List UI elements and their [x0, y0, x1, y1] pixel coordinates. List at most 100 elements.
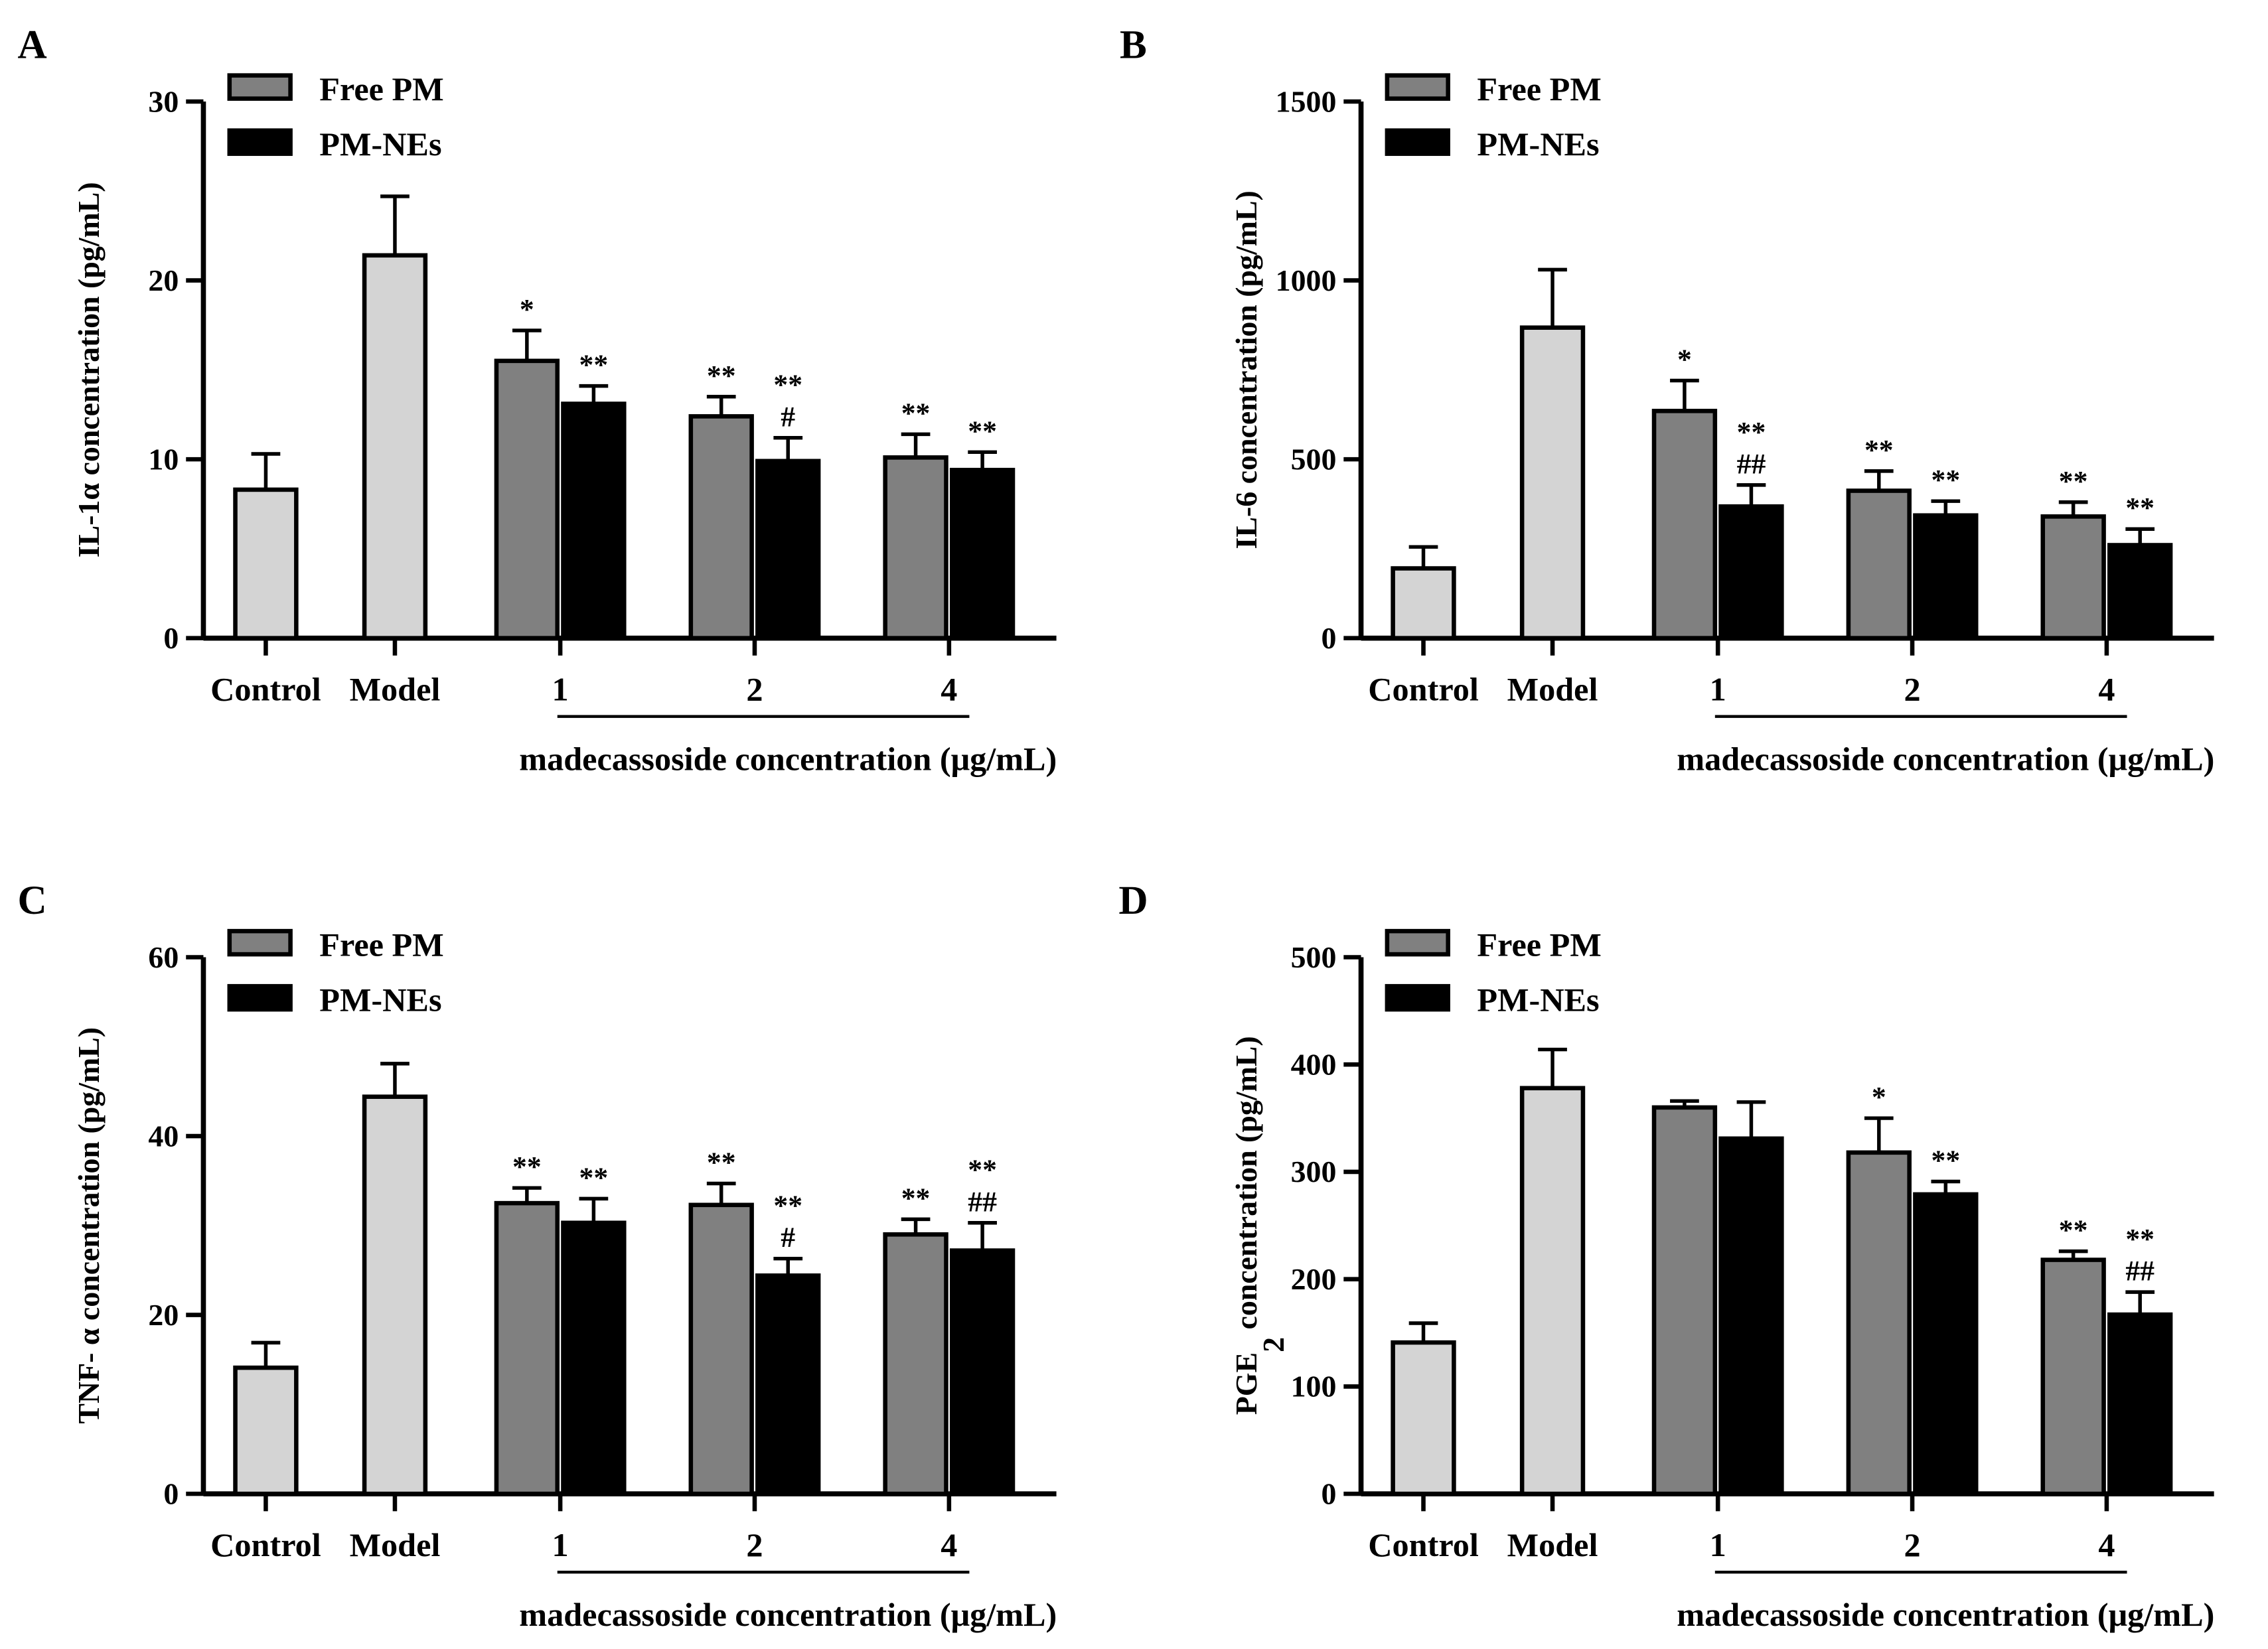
y-tick-label: 40	[148, 1119, 179, 1153]
pm-nes-4-significance: **	[968, 415, 997, 447]
bar-free-pm-1	[1651, 1105, 1718, 1496]
pm-nes-2-significance: #	[781, 401, 795, 433]
legend-label-pm-nes: PM-NEs	[319, 981, 441, 1018]
free-pm-4-significance: **	[2059, 465, 2088, 497]
bar-free-pm-1	[494, 1200, 560, 1496]
free-pm-2-significance: *	[1872, 1082, 1886, 1113]
panel-letter: B	[1120, 22, 1147, 67]
pm-nes-2-significance: #	[781, 1222, 795, 1254]
y-axis-label: IL-1α concentration (pg/mL)	[72, 182, 106, 557]
y-tick-label: 10	[148, 442, 179, 476]
bar-control	[1391, 1340, 1456, 1496]
x-tick-label: Control	[1368, 671, 1479, 708]
y-tick-label: 1000	[1276, 263, 1337, 297]
legend-swatch-pm-nes	[227, 128, 293, 156]
bar-pm-nes-4	[949, 467, 1016, 640]
x-tick-label: 2	[746, 671, 763, 708]
bar-pm-nes-4	[2107, 1312, 2173, 1496]
panel-letter: C	[17, 878, 46, 923]
bar-free-pm-4	[883, 1232, 948, 1496]
free-pm-2-significance: **	[707, 360, 736, 392]
bar-pm-nes-2	[1913, 513, 1979, 640]
x-tick-label: 4	[2098, 1526, 2115, 1563]
pm-nes-2-significance: **	[1931, 465, 1960, 496]
y-tick-label: 0	[163, 621, 179, 655]
panel-b: B 0 500 1000 1500 IL-6 concentration (pg/mL) F…	[1120, 22, 2214, 777]
bar-model	[1519, 1086, 1586, 1496]
legend-swatch-free-pm	[227, 73, 293, 101]
panel-c: C 0 20 40 60 TNF- α concentration (pg/mL) Free…	[17, 878, 1057, 1633]
x-tick-label: 1	[552, 671, 569, 708]
x-axis-label: madecassoside concentration (μg/mL)	[519, 1596, 1057, 1633]
legend-swatch-pm-nes	[1385, 983, 1450, 1012]
legend-swatch-free-pm	[227, 928, 293, 957]
free-pm-1-significance: *	[1677, 344, 1692, 376]
x-tick-label: 2	[746, 1526, 763, 1563]
bar-pm-nes-4	[949, 1248, 1016, 1496]
x-axis-label: madecassoside concentration (μg/mL)	[519, 741, 1057, 778]
legend-label-free-pm: Free PM	[1477, 926, 1601, 963]
x-axis-label: madecassoside concentration (μg/mL)	[1677, 1596, 2214, 1633]
bar-free-pm-2	[1846, 1150, 1912, 1496]
y-tick-label: 20	[148, 1298, 179, 1332]
bar-free-pm-4	[2040, 514, 2106, 640]
y-tick-label: 500	[1291, 940, 1337, 974]
free-pm-2-significance: **	[707, 1147, 736, 1179]
y-axis-label: IL-6 concentration (pg/mL)	[1229, 190, 1263, 549]
x-tick-label: 1	[552, 1526, 569, 1563]
y-axis-label: PGE2 concentration (pg/mL)	[1229, 1036, 1290, 1415]
x-tick-label: 4	[941, 1526, 957, 1563]
legend-swatch-pm-nes	[227, 983, 293, 1012]
legend-swatch-free-pm	[1385, 73, 1450, 101]
x-tick-label: Control	[1368, 1526, 1479, 1563]
bar-free-pm-2	[688, 1202, 754, 1496]
x-tick-label: Control	[210, 671, 321, 708]
panel-letter: A	[17, 22, 46, 67]
bar-model	[362, 1094, 428, 1496]
bar-pm-nes-1	[1718, 504, 1784, 640]
pm-nes-1-significance: **	[1737, 416, 1766, 448]
bar-pm-nes-2	[755, 459, 821, 640]
legend-label-free-pm: Free PM	[319, 926, 443, 963]
x-tick-label: 4	[2098, 671, 2115, 708]
legend-swatch-pm-nes	[1385, 128, 1450, 156]
pm-nes-4-significance: **	[968, 1154, 997, 1186]
legend-label-free-pm: Free PM	[1477, 70, 1601, 108]
y-tick-label: 60	[148, 940, 179, 974]
bar-model	[362, 253, 428, 640]
y-tick-label: 500	[1291, 442, 1337, 476]
panel-d: D 0 100 200 300 400 500 PGE2 concentration (pg/…	[1118, 878, 2214, 1633]
panel-a: A 0 10 20 30 IL-1α concentration (pg/mL) Free …	[17, 22, 1057, 777]
bar-control	[1391, 566, 1456, 640]
bar-free-pm-1	[1651, 409, 1718, 640]
y-tick-label: 300	[1291, 1155, 1337, 1188]
pm-nes-4-significance: ##	[968, 1186, 997, 1218]
bar-control	[233, 1365, 299, 1496]
bar-control	[233, 487, 299, 640]
x-axis-label: madecassoside concentration (μg/mL)	[1677, 741, 2214, 778]
x-tick-label: Control	[210, 1526, 321, 1563]
x-tick-label: 2	[1904, 1526, 1920, 1563]
free-pm-4-significance: **	[901, 397, 931, 429]
bar-free-pm-4	[883, 455, 948, 640]
bar-pm-nes-4	[2107, 543, 2173, 640]
y-tick-label: 200	[1291, 1262, 1337, 1296]
bar-free-pm-4	[2040, 1257, 2106, 1496]
bar-free-pm-1	[494, 358, 560, 640]
y-tick-label: 1500	[1276, 84, 1337, 118]
free-pm-2-significance: **	[1864, 434, 1894, 466]
legend-label-pm-nes: PM-NEs	[1477, 981, 1599, 1018]
bar-free-pm-2	[688, 414, 754, 640]
y-tick-label: 30	[148, 84, 179, 118]
y-tick-label: 0	[1321, 1476, 1336, 1510]
y-tick-label: 0	[163, 1476, 179, 1510]
x-tick-label: Model	[1507, 1526, 1598, 1563]
x-tick-label: 1	[1710, 1526, 1726, 1563]
free-pm-1-significance: *	[520, 294, 534, 326]
panel-letter: D	[1118, 878, 1148, 923]
pm-nes-1-significance: **	[579, 1162, 609, 1194]
legend-swatch-free-pm	[1385, 928, 1450, 957]
y-axis-label: TNF- α concentration (pg/mL)	[72, 1027, 106, 1424]
y-tick-label: 400	[1291, 1048, 1337, 1082]
